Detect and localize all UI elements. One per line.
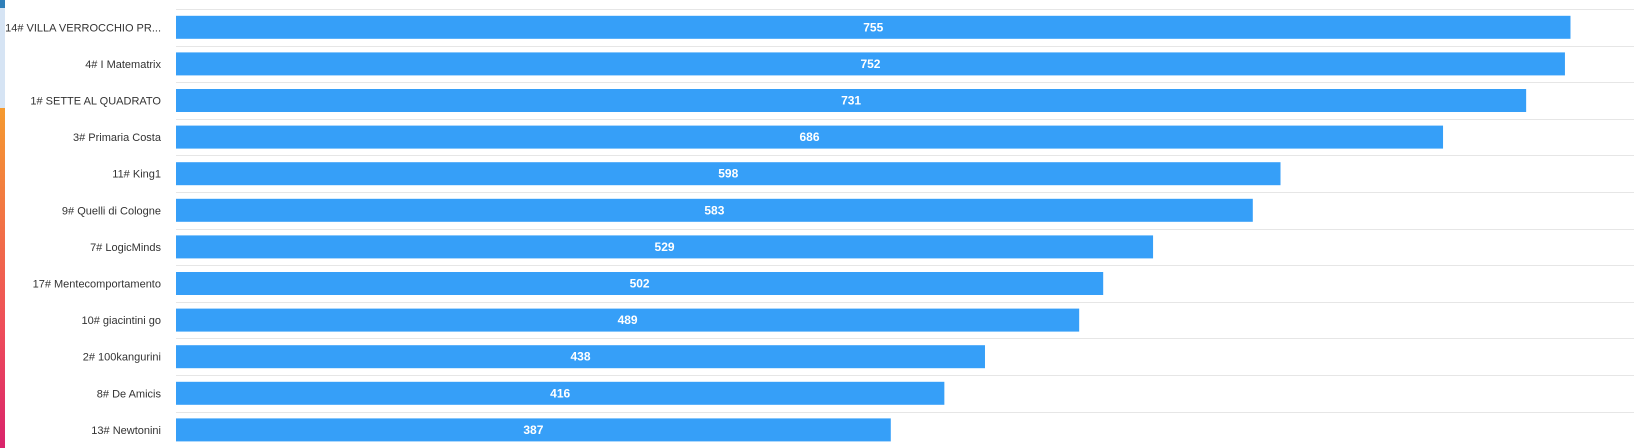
bar bbox=[176, 198, 1253, 222]
category-label: 2# 100kangurini bbox=[83, 352, 161, 364]
value-label: 752 bbox=[860, 57, 880, 71]
grid-layer bbox=[176, 9, 1634, 413]
category-label: 3# Primaria Costa bbox=[73, 132, 162, 144]
value-label: 438 bbox=[570, 350, 590, 364]
bar bbox=[176, 308, 1080, 332]
category-label: 11# King1 bbox=[112, 169, 161, 181]
category-label: 8# De Amicis bbox=[97, 388, 162, 400]
bar bbox=[176, 235, 1154, 259]
label-layer: 14# VILLA VERROCCHIO PR... 755 4# I Matema… bbox=[5, 20, 883, 437]
bar bbox=[176, 15, 1571, 39]
bar bbox=[176, 345, 985, 369]
bar bbox=[176, 272, 1104, 295]
bar bbox=[176, 52, 1565, 76]
category-label: 17# Mentecomportamento bbox=[33, 279, 161, 291]
category-label: 7# LogicMinds bbox=[90, 242, 161, 254]
accent-strip bbox=[0, 0, 5, 448]
category-label: 9# Quelli di Cologne bbox=[62, 205, 161, 217]
category-label: 13# Newtonini bbox=[91, 425, 161, 437]
category-label: 4# I Matematrix bbox=[85, 59, 161, 71]
value-label: 529 bbox=[655, 240, 675, 254]
bar bbox=[176, 418, 891, 442]
category-label: 14# VILLA VERROCCHIO PR... bbox=[5, 22, 161, 34]
category-label: 10# giacintini go bbox=[81, 315, 161, 327]
value-label: 583 bbox=[704, 203, 724, 217]
value-label: 387 bbox=[523, 423, 543, 437]
bar bbox=[176, 381, 945, 405]
value-label: 416 bbox=[550, 386, 570, 400]
value-label: 502 bbox=[630, 277, 650, 291]
category-label: 1# SETTE AL QUADRATO bbox=[30, 96, 161, 108]
value-label: 686 bbox=[800, 130, 820, 144]
bar bbox=[176, 89, 1527, 112]
value-label: 598 bbox=[718, 167, 738, 181]
bar bbox=[176, 125, 1444, 149]
value-label: 755 bbox=[863, 20, 883, 34]
bar bbox=[176, 162, 1281, 186]
value-label: 489 bbox=[618, 313, 638, 327]
value-label: 731 bbox=[841, 94, 861, 108]
bar-layer bbox=[176, 15, 1571, 442]
